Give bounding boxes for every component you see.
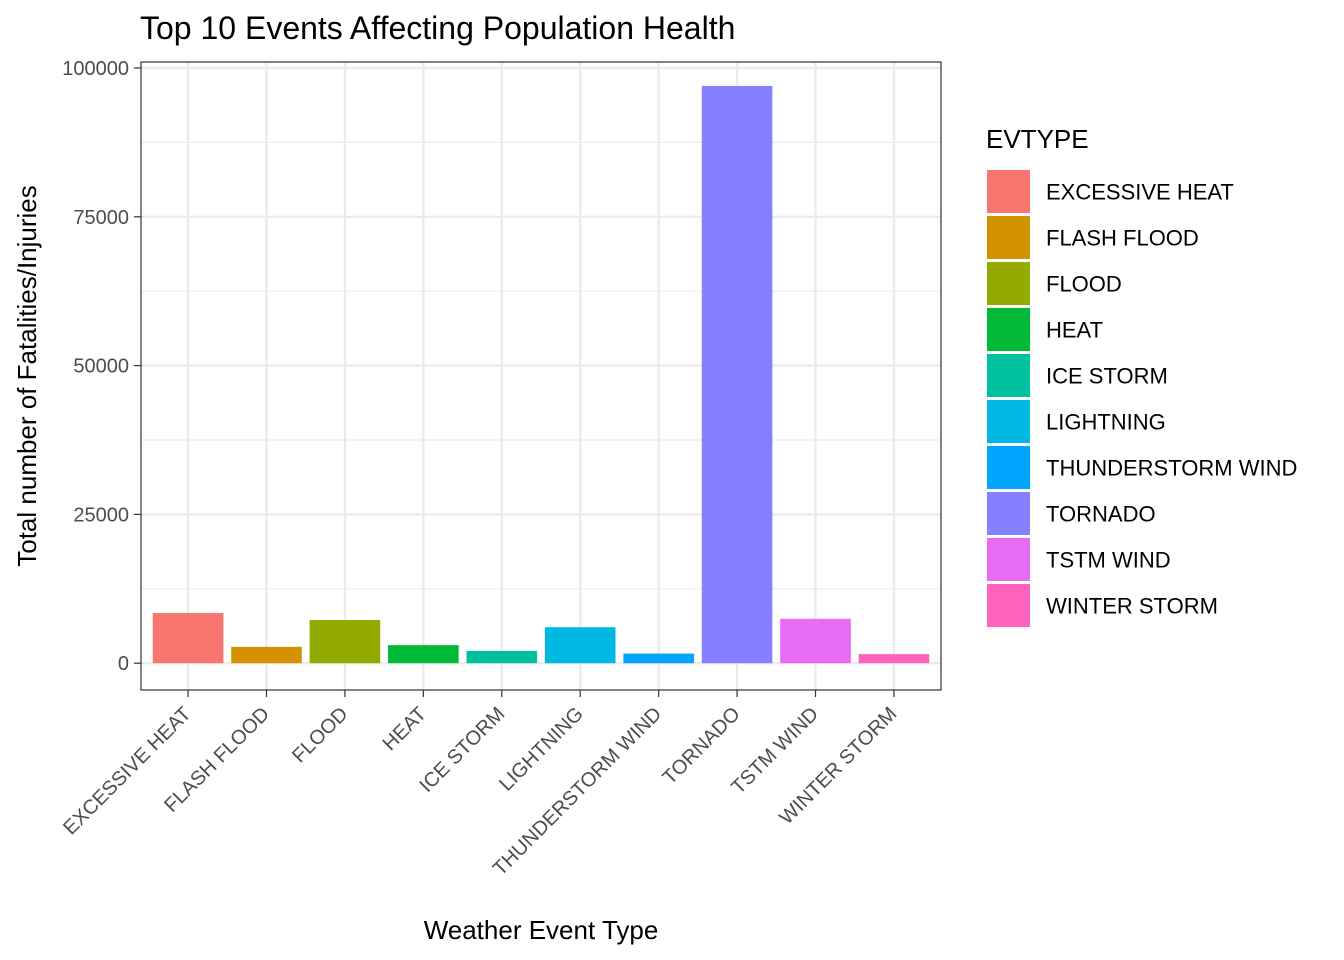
legend-label: LIGHTNING [1046, 410, 1166, 435]
bar [309, 620, 381, 664]
legend: EXCESSIVE HEAT FLASH FLOOD FLOOD HEAT ICE ST… [987, 170, 1297, 627]
x-axis-ticks [187, 690, 895, 697]
legend-label: TSTM WIND [1046, 548, 1171, 573]
chart-title: Top 10 Events Affecting Population Healt… [140, 10, 735, 46]
y-tick-label: 0 [118, 653, 129, 675]
legend-title: EVTYPE [986, 124, 1089, 154]
legend-label: ICE STORM [1046, 364, 1168, 389]
bar [466, 650, 538, 664]
y-tick-label: 50000 [73, 356, 129, 378]
y-tick-label: 25000 [73, 504, 129, 526]
x-tick-label: FLOOD [288, 703, 352, 767]
legend-swatch [987, 400, 1030, 443]
plot-panel-border [140, 61, 942, 691]
bar [152, 613, 224, 664]
bar [780, 618, 851, 664]
y-tick-label: 100000 [62, 58, 129, 80]
bar [388, 645, 459, 664]
bar [544, 627, 616, 664]
legend-label: TORNADO [1046, 502, 1156, 527]
legend-swatch [987, 170, 1030, 213]
legend-swatch [987, 538, 1030, 581]
y-axis-title: Total number of Fatalities/Injuries [12, 185, 42, 567]
plot-panel-background [141, 62, 941, 690]
legend-label: THUNDERSTORM WIND [1046, 456, 1297, 481]
legend-swatch [987, 308, 1030, 351]
legend-label: WINTER STORM [1046, 594, 1218, 619]
x-tick-label: ICE STORM [415, 703, 509, 797]
x-tick-label: THUNDERSTORM WIND [489, 703, 666, 880]
y-axis-ticks [134, 67, 141, 664]
legend-swatch [987, 446, 1030, 489]
bars [152, 85, 930, 664]
legend-swatch [987, 354, 1030, 397]
legend-label: HEAT [1046, 318, 1103, 343]
x-tick-label: EXCESSIVE HEAT [59, 703, 195, 839]
bar [701, 85, 773, 664]
bar [858, 654, 930, 664]
legend-swatch [987, 216, 1030, 259]
bar [231, 646, 302, 664]
legend-swatch [987, 262, 1030, 305]
y-axis-tick-labels: 0 25000 50000 75000 100000 [62, 58, 129, 675]
grid-minor-y [141, 141, 941, 590]
legend-label: FLOOD [1046, 272, 1122, 297]
bar [623, 653, 694, 664]
x-axis-title: Weather Event Type [424, 915, 659, 945]
legend-swatch [987, 492, 1030, 535]
y-tick-label: 75000 [73, 207, 129, 229]
x-tick-label: TORNADO [659, 703, 745, 789]
legend-swatch [987, 584, 1030, 627]
x-tick-label: HEAT [379, 703, 431, 755]
legend-label: EXCESSIVE HEAT [1046, 180, 1234, 205]
legend-label: FLASH FLOOD [1046, 226, 1199, 251]
